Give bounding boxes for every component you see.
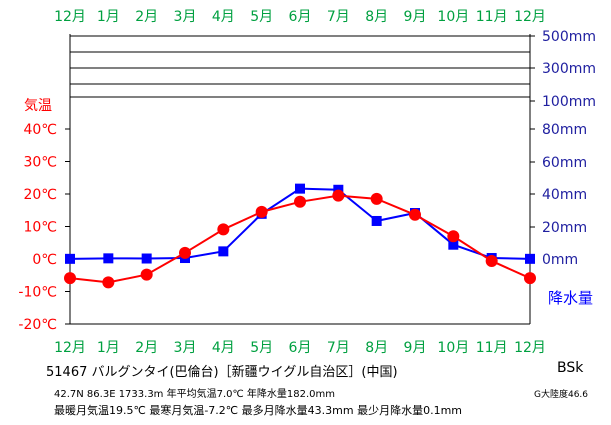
month-label-bottom: 4月 (212, 340, 235, 356)
month-label-top: 11月 (476, 9, 508, 25)
continentality-index: G大陸度46.6 (534, 390, 589, 400)
temperature-marker (102, 276, 115, 289)
month-label-bottom: 1月 (97, 340, 120, 356)
temperature-marker (255, 205, 268, 218)
month-label-bottom: 12月 (514, 340, 546, 356)
temperature-marker (485, 254, 498, 267)
precipitation-marker (218, 246, 229, 257)
month-label-top: 2月 (135, 9, 158, 25)
month-label-top: 3月 (174, 9, 197, 25)
precipitation-tick-label: 0mm (542, 252, 578, 268)
precipitation-tick-label: 60mm (542, 155, 587, 171)
station-name: 51467 バルグンタイ(巴倫台)［新疆ウイグル自治区］(中国) (46, 365, 398, 380)
precipitation-marker (448, 239, 459, 250)
precipitation-tick-label: 500mm (542, 29, 596, 45)
month-labels-bottom: 12月 1月 2月 3月 4月 5月 6月 7月 8月 9月 10月 11月 12月 (54, 340, 546, 356)
month-label-bottom: 11月 (476, 340, 508, 356)
temperature-tick-label: 20℃ (23, 187, 57, 203)
temperature-marker (409, 208, 421, 221)
month-label-bottom: 2月 (135, 340, 158, 356)
month-label-top: 5月 (250, 9, 273, 25)
temperature-tick-label: 40℃ (23, 122, 57, 138)
month-label-top: 6月 (289, 9, 312, 25)
precipitation-axis: 0mm 20mm 40mm 60mm 80mm 100mm 300mm 500mm 降水量 (530, 29, 596, 307)
month-label-bottom: 12月 (54, 340, 86, 356)
plot-frame (69, 34, 531, 325)
month-label-bottom: 6月 (289, 340, 312, 356)
precipitation-tick-label: 300mm (542, 61, 596, 77)
temperature-tick-label: -20℃ (18, 317, 57, 333)
temperature-tick-label: 10℃ (23, 220, 57, 236)
precipitation-tick-label: 80mm (542, 122, 587, 138)
temperature-marker (294, 195, 306, 208)
temperature-marker (217, 223, 230, 236)
month-labels-top: 12月 1月 2月 3月 4月 5月 6月 7月 8月 9月 10月 11月 12月 (54, 9, 546, 25)
month-label-top: 1月 (97, 9, 120, 25)
temperature-tick-label: 0℃ (32, 252, 57, 268)
temperature-tick-label: -10℃ (18, 285, 57, 301)
precipitation-marker (295, 183, 305, 194)
month-label-bottom: 8月 (365, 340, 388, 356)
station-stats-line-1: 42.7N 86.3E 1733.3m 年平均気温7.0℃ 年降水量182.0m… (54, 389, 336, 400)
temperature-series (64, 189, 536, 289)
month-label-bottom: 7月 (327, 340, 350, 356)
temperature-marker (447, 230, 460, 243)
temperature-marker (179, 246, 191, 259)
station-stats-line-2: 最暖月気温19.5℃ 最寒月気温-7.2℃ 最多月降水量43.3mm 最少月降水… (54, 404, 462, 417)
month-label-top: 9月 (404, 9, 427, 25)
month-label-bottom: 5月 (250, 340, 273, 356)
month-label-top: 12月 (514, 9, 546, 25)
month-label-bottom: 3月 (174, 340, 197, 356)
month-label-bottom: 10月 (437, 340, 469, 356)
month-label-top: 4月 (212, 9, 235, 25)
precipitation-tick-label: 100mm (542, 94, 596, 110)
precipitation-marker (141, 253, 152, 264)
precipitation-marker (65, 253, 75, 264)
month-label-top: 7月 (327, 9, 350, 25)
climate-classification: BSk (557, 360, 584, 376)
precipitation-marker (103, 253, 114, 264)
precipitation-tick-label: 40mm (542, 187, 587, 203)
temperature-marker (64, 272, 76, 285)
month-label-bottom: 9月 (404, 340, 427, 356)
precipitation-series (65, 183, 535, 264)
temperature-marker (370, 192, 383, 205)
temperature-tick-label: 30℃ (23, 155, 57, 171)
temperature-axis-title: 気温 (24, 98, 52, 114)
precipitation-axis-title: 降水量 (548, 289, 593, 307)
precipitation-marker (525, 253, 535, 264)
temperature-axis: 気温 -20℃ -10℃ 0℃ 10℃ 20℃ 30℃ 40℃ (18, 98, 70, 333)
month-label-top: 10月 (437, 9, 469, 25)
temperature-line (69, 194, 531, 284)
precipitation-marker (371, 215, 382, 226)
month-label-top: 8月 (365, 9, 388, 25)
precipitation-tick-label: 20mm (542, 220, 587, 236)
temperature-marker (332, 189, 345, 202)
temperature-marker (140, 268, 153, 281)
temperature-marker (524, 272, 536, 285)
month-label-top: 12月 (54, 9, 86, 25)
